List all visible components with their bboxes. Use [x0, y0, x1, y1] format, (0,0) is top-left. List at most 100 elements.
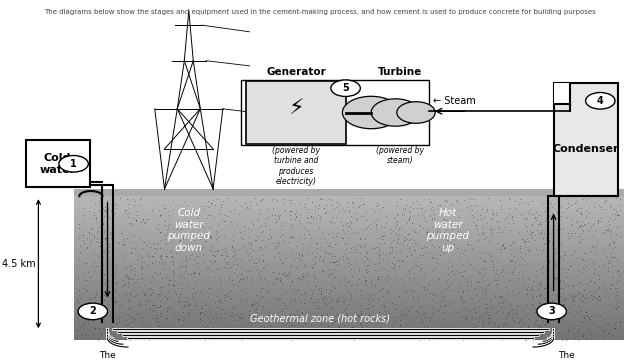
- Point: [183, 271, 193, 277]
- Point: [187, 291, 197, 297]
- Point: [175, 290, 185, 296]
- Point: [184, 311, 194, 317]
- Point: [305, 310, 316, 315]
- Point: [118, 290, 128, 296]
- Point: [155, 284, 165, 290]
- Point: [84, 239, 95, 245]
- Point: [585, 316, 595, 321]
- Point: [427, 204, 437, 210]
- Point: [166, 332, 176, 338]
- Point: [205, 307, 216, 313]
- Point: [197, 309, 207, 314]
- Point: [78, 232, 88, 238]
- Point: [348, 204, 358, 210]
- Point: [87, 263, 97, 269]
- Point: [390, 306, 401, 312]
- Point: [89, 209, 99, 215]
- Point: [579, 333, 589, 339]
- Point: [179, 275, 189, 280]
- Point: [330, 261, 340, 267]
- Point: [246, 253, 257, 259]
- Point: [249, 301, 259, 307]
- Point: [578, 196, 588, 202]
- Point: [317, 268, 327, 274]
- Point: [223, 213, 233, 219]
- Point: [447, 268, 458, 274]
- Point: [95, 303, 106, 309]
- Point: [203, 204, 213, 210]
- Point: [409, 228, 419, 234]
- Point: [557, 306, 568, 312]
- Point: [612, 211, 622, 217]
- Point: [481, 291, 491, 296]
- Point: [525, 247, 535, 253]
- Point: [288, 227, 298, 233]
- Point: [297, 252, 307, 257]
- Point: [371, 203, 381, 209]
- Point: [205, 203, 215, 209]
- Point: [421, 334, 431, 339]
- Point: [416, 319, 426, 325]
- Point: [581, 208, 591, 214]
- Point: [129, 327, 139, 333]
- Point: [351, 297, 362, 303]
- Point: [255, 288, 265, 294]
- Point: [285, 208, 295, 214]
- Point: [451, 199, 461, 204]
- Point: [342, 199, 352, 205]
- Point: [108, 247, 118, 253]
- Point: [520, 337, 530, 342]
- Point: [492, 212, 502, 218]
- Point: [482, 220, 492, 226]
- Point: [229, 269, 239, 275]
- Point: [577, 226, 588, 232]
- Point: [517, 261, 527, 267]
- Point: [543, 257, 553, 263]
- Point: [488, 305, 498, 311]
- Point: [161, 315, 171, 321]
- Point: [83, 320, 93, 326]
- Point: [275, 256, 285, 262]
- Point: [536, 333, 547, 339]
- Point: [141, 276, 151, 282]
- Point: [555, 310, 565, 315]
- Point: [156, 212, 166, 218]
- Point: [214, 298, 225, 303]
- Point: [166, 249, 176, 255]
- Point: [227, 253, 237, 258]
- Point: [295, 220, 305, 226]
- Point: [233, 325, 243, 331]
- Point: [209, 258, 220, 264]
- Point: [211, 319, 221, 325]
- Point: [292, 321, 303, 327]
- Point: [522, 215, 532, 220]
- Point: [91, 219, 101, 225]
- Point: [137, 288, 147, 294]
- Point: [81, 260, 92, 266]
- Point: [448, 221, 458, 227]
- Point: [540, 240, 550, 246]
- Text: 2: 2: [90, 306, 96, 316]
- Point: [203, 212, 213, 217]
- Point: [399, 328, 410, 334]
- Point: [182, 221, 192, 227]
- Point: [342, 312, 352, 318]
- Point: [143, 287, 153, 293]
- Point: [126, 324, 136, 330]
- Point: [606, 281, 616, 287]
- Point: [439, 220, 449, 226]
- Point: [196, 288, 206, 294]
- Point: [558, 321, 568, 327]
- Point: [109, 202, 119, 208]
- Point: [100, 280, 110, 286]
- Point: [212, 247, 222, 253]
- Text: Generator: Generator: [266, 67, 326, 77]
- Point: [211, 314, 221, 320]
- Bar: [74, 310, 624, 313]
- Point: [404, 270, 414, 275]
- Point: [145, 325, 156, 330]
- Point: [588, 243, 598, 249]
- Point: [479, 265, 489, 271]
- Point: [236, 296, 246, 302]
- Point: [175, 237, 185, 243]
